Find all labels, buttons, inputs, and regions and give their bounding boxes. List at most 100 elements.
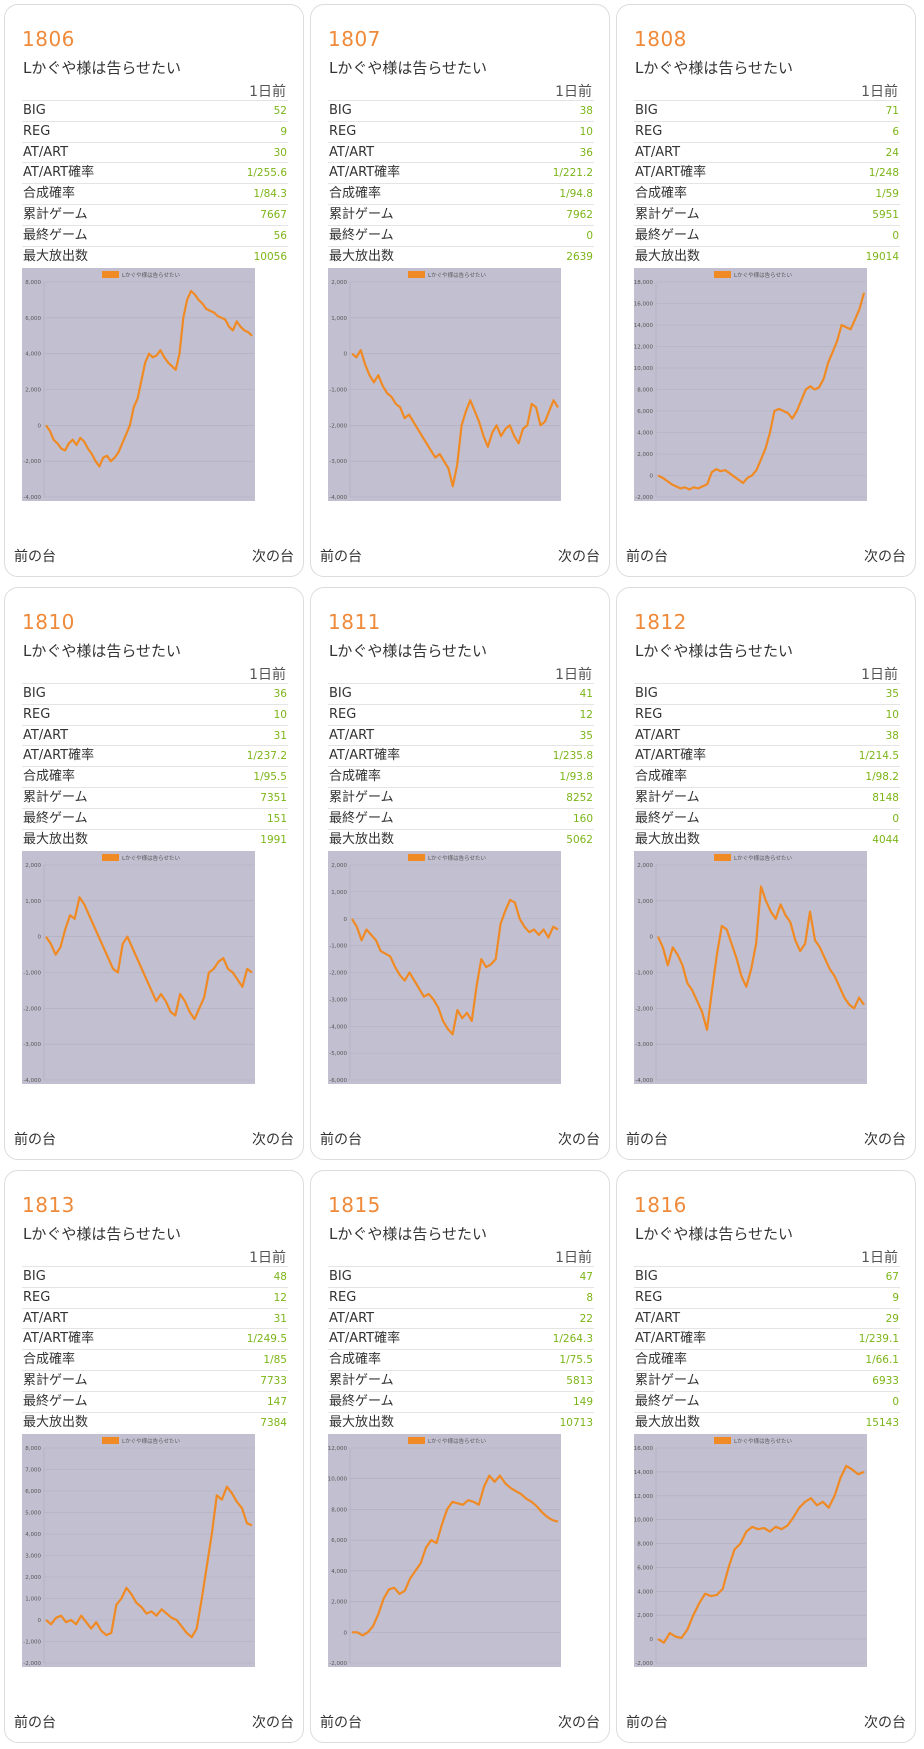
stat-row: 最終ゲーム 149 xyxy=(328,1390,594,1412)
stat-value: 1/95.5 xyxy=(253,771,287,784)
plot-background xyxy=(22,268,255,501)
stat-label: 最終ゲーム xyxy=(329,810,394,826)
stat-label: 最大放出数 xyxy=(635,831,701,847)
next-machine-link[interactable]: 次の台 xyxy=(558,549,600,565)
machine-card: 1813 Lかぐや様は告らせたい 1日前 BIG 48 REG 12 AT/ART 31 AT/A… xyxy=(4,1170,304,1743)
day-label: 1日前 xyxy=(861,667,898,683)
stat-row: 最大放出数 15143 xyxy=(634,1411,900,1433)
stat-label: 最終ゲーム xyxy=(329,1393,394,1409)
prev-machine-link[interactable]: 前の台 xyxy=(320,549,362,565)
prev-machine-link[interactable]: 前の台 xyxy=(626,1715,668,1731)
next-machine-link[interactable]: 次の台 xyxy=(864,1132,906,1148)
stat-row: 累計ゲーム 7962 xyxy=(328,203,594,225)
y-tick-label: 16,000 xyxy=(634,1446,653,1452)
machine-title: Lかぐや様は告らせたい xyxy=(23,59,182,77)
prev-machine-link[interactable]: 前の台 xyxy=(320,1715,362,1731)
stat-label: REG xyxy=(23,123,51,139)
stat-row: 合成確率 1/98.2 xyxy=(634,766,900,787)
y-tick-label: 4,000 xyxy=(637,1589,653,1595)
series-line xyxy=(351,348,559,488)
y-tick-label: -4,000 xyxy=(23,1078,41,1084)
stat-label: AT/ART xyxy=(23,1310,69,1326)
stat-value: 1/255.6 xyxy=(246,167,287,180)
machine-card: 1806 Lかぐや様は告らせたい 1日前 BIG 52 REG 9 AT/ART 30 AT/AR… xyxy=(4,4,304,577)
slump-chart: Lかぐや様は告らせたい -4,000 -2,000 0 2,000 4,000 6,000 8… xyxy=(22,268,289,531)
stat-row: 合成確率 1/95.5 xyxy=(22,766,288,787)
next-machine-link[interactable]: 次の台 xyxy=(252,1715,294,1731)
legend-swatch xyxy=(408,271,425,278)
slump-chart: Lかぐや様は告らせたい -2,000 -1,000 0 1,000 2,000 3,000 4… xyxy=(22,1434,289,1697)
stat-label: 合成確率 xyxy=(635,186,688,202)
chart-svg: Lかぐや様は告らせたい -2,000 -1,000 0 1,000 2,000 3,000 4… xyxy=(22,1434,255,1667)
y-tick-label: 0 xyxy=(38,1618,42,1624)
stat-label: 最大放出数 xyxy=(635,248,701,264)
stat-label: AT/ART確率 xyxy=(329,748,401,764)
machine-number: 1807 xyxy=(328,27,381,51)
stat-row: AT/ART確率 1/239.1 xyxy=(634,1328,900,1349)
stat-label: 最大放出数 xyxy=(23,248,89,264)
machine-card: 1811 Lかぐや様は告らせたい 1日前 BIG 41 REG 12 AT/ART 35 AT/A… xyxy=(310,587,610,1160)
stat-value: 10 xyxy=(885,708,899,721)
y-tick-label: 2,000 xyxy=(25,1575,41,1581)
stat-label: 最終ゲーム xyxy=(329,227,394,243)
stat-label: 累計ゲーム xyxy=(329,789,394,805)
prev-machine-link[interactable]: 前の台 xyxy=(320,1132,362,1148)
stat-label: 合成確率 xyxy=(635,1352,688,1368)
stat-label: BIG xyxy=(23,686,46,701)
next-machine-link[interactable]: 次の台 xyxy=(252,549,294,565)
machine-title: Lかぐや様は告らせたい xyxy=(329,1225,488,1243)
stat-label: BIG xyxy=(329,1269,352,1284)
stat-label: 最大放出数 xyxy=(329,831,395,847)
stat-value: 1/98.2 xyxy=(865,771,899,784)
stat-label: REG xyxy=(635,706,663,722)
stat-label: REG xyxy=(329,123,357,139)
stat-label: AT/ART確率 xyxy=(23,165,95,181)
y-tick-label: 0 xyxy=(344,1630,348,1636)
stat-value: 1/264.3 xyxy=(552,1333,593,1346)
stat-label: AT/ART確率 xyxy=(635,165,707,181)
next-machine-link[interactable]: 次の台 xyxy=(252,1132,294,1148)
stat-value: 8252 xyxy=(566,791,593,804)
y-tick-label: 14,000 xyxy=(634,323,653,329)
y-tick-label: -5,000 xyxy=(329,1051,347,1057)
y-tick-label: -2,000 xyxy=(635,1661,653,1667)
stat-value: 9 xyxy=(892,1291,899,1304)
y-tick-label: 8,000 xyxy=(25,280,41,286)
stat-label: AT/ART xyxy=(329,1310,375,1326)
next-machine-link[interactable]: 次の台 xyxy=(558,1715,600,1731)
prev-machine-link[interactable]: 前の台 xyxy=(626,549,668,565)
stat-row: 最大放出数 1991 xyxy=(22,828,288,850)
day-label: 1日前 xyxy=(861,1250,898,1266)
next-machine-link[interactable]: 次の台 xyxy=(864,1715,906,1731)
machine-number: 1816 xyxy=(634,1193,687,1217)
stat-value: 8 xyxy=(586,1291,593,1304)
chart-svg: Lかぐや様は告らせたい -4,000 -2,000 0 2,000 4,000 6,000 8… xyxy=(22,268,255,501)
stat-row: 合成確率 1/94.8 xyxy=(328,183,594,204)
y-tick-label: -3,000 xyxy=(329,459,347,465)
stat-value: 10 xyxy=(579,125,593,138)
next-machine-link[interactable]: 次の台 xyxy=(558,1132,600,1148)
day-label: 1日前 xyxy=(555,1250,592,1266)
legend-label: Lかぐや様は告らせたい xyxy=(122,271,180,279)
stats-table: BIG 38 REG 10 AT/ART 36 AT/ART確率 1/221.2 合成確率 1/9… xyxy=(328,100,594,266)
machine-title: Lかぐや様は告らせたい xyxy=(635,642,794,660)
chart-svg: Lかぐや様は告らせたい -4,000 -3,000 -2,000 -1,000 0 1,00… xyxy=(328,268,561,501)
stat-row: AT/ART確率 1/255.6 xyxy=(22,162,288,183)
machine-card: 1816 Lかぐや様は告らせたい 1日前 BIG 67 REG 9 AT/ART 29 AT/AR… xyxy=(616,1170,916,1743)
prev-machine-link[interactable]: 前の台 xyxy=(14,1715,56,1731)
stat-label: BIG xyxy=(23,103,46,118)
y-tick-label: -2,000 xyxy=(23,459,41,465)
stat-value: 5062 xyxy=(566,833,593,846)
stat-row: AT/ART確率 1/221.2 xyxy=(328,162,594,183)
series-line xyxy=(45,896,253,1021)
y-tick-label: 2,000 xyxy=(637,863,653,869)
prev-machine-link[interactable]: 前の台 xyxy=(14,549,56,565)
stat-label: 合成確率 xyxy=(23,769,76,785)
stat-row: 累計ゲーム 8148 xyxy=(634,786,900,808)
prev-machine-link[interactable]: 前の台 xyxy=(14,1132,56,1148)
y-tick-label: 8,000 xyxy=(331,1507,347,1513)
next-machine-link[interactable]: 次の台 xyxy=(864,549,906,565)
prev-machine-link[interactable]: 前の台 xyxy=(626,1132,668,1148)
stat-value: 52 xyxy=(273,105,287,117)
y-tick-label: 0 xyxy=(650,474,654,480)
